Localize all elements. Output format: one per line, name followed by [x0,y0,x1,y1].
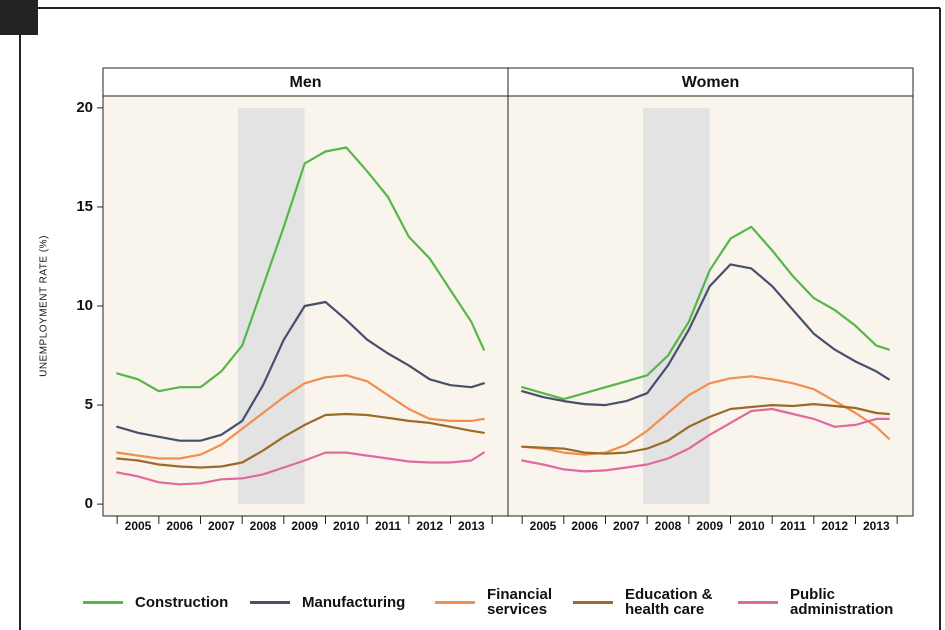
series-line [116,374,485,460]
legend-item: Financial services [435,582,562,622]
x-tick-label: 2009 [696,519,723,533]
series-line [521,225,890,401]
x-tick-label: 2013 [863,519,890,533]
series-line [116,451,485,486]
series-line [521,263,890,407]
x-tick-label: 2010 [738,519,765,533]
y-tick-label: 0 [85,495,93,512]
legend-item: Construction [83,582,228,622]
y-tick-label: 15 [76,198,93,215]
panel-title: Women [682,74,739,91]
x-tick-label: 2011 [375,519,401,533]
x-tick-label: 2005 [125,519,152,533]
x-tick-label: 2011 [780,519,806,533]
legend-swatch [250,600,290,604]
plot-border [507,95,914,517]
series-line [116,146,485,393]
recession-shading [643,107,710,505]
plot-background [508,96,913,516]
recession-shading [238,107,305,505]
series-line [116,300,485,442]
y-tick-label: 10 [76,297,93,314]
x-tick-label: 2008 [250,519,277,533]
y-tick-label: 20 [76,99,93,116]
x-tick-label: 2012 [416,519,443,533]
panel-header [507,67,914,97]
x-tick-label: 2006 [571,519,598,533]
x-tick-label: 2013 [458,519,485,533]
legend-item: Manufacturing [250,582,405,622]
x-tick-label: 2007 [613,519,640,533]
panel-title: Men [290,74,322,91]
legend-label: Construction [135,593,229,611]
legend-swatch [83,600,123,604]
y-axis-label: UNEMPLOYMENT RATE (%) [39,235,50,377]
legend-label: Financial services [487,586,553,618]
legend-label: Education & health care [625,586,713,618]
corner-block [0,0,38,35]
x-tick-label: 2007 [208,519,235,533]
legend-label: Public administration [790,586,894,618]
x-tick-label: 2009 [291,519,318,533]
x-tick-label: 2006 [166,519,193,533]
x-tick-label: 2010 [333,519,360,533]
series-line [116,412,485,469]
x-tick-label: 2005 [530,519,557,533]
legend-swatch [738,600,778,604]
legend: Construction Manufacturing Financial servi… [0,582,945,622]
legend-swatch [573,600,613,604]
legend-item: Education & health care [573,582,720,622]
series-line [521,403,890,455]
x-tick-label: 2012 [821,519,848,533]
legend-label: Manufacturing [302,593,406,611]
legend-item: Public administration [738,582,905,622]
legend-swatch [435,600,475,604]
series-line [521,407,890,473]
y-tick-label: 5 [85,396,93,413]
series-line [521,375,890,456]
x-tick-label: 2008 [655,519,682,533]
